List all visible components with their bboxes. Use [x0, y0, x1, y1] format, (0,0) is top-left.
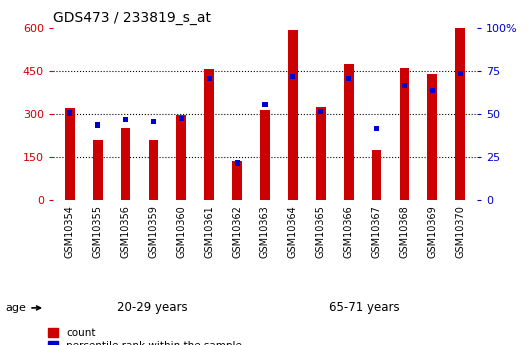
Legend: count, percentile rank within the sample: count, percentile rank within the sample [48, 328, 242, 345]
Text: GSM10366: GSM10366 [343, 205, 354, 258]
Bar [123, 117, 128, 122]
Bar [316, 107, 325, 200]
Bar [207, 76, 211, 81]
Text: GSM10364: GSM10364 [288, 205, 298, 258]
Bar [262, 102, 268, 107]
Bar [179, 116, 184, 121]
Text: GSM10354: GSM10354 [65, 205, 75, 258]
Bar [346, 76, 351, 81]
Bar [344, 63, 354, 200]
Bar [372, 150, 382, 200]
Bar [458, 71, 463, 76]
Bar [148, 140, 158, 200]
Text: GSM10367: GSM10367 [372, 205, 382, 258]
Bar [455, 28, 465, 200]
Text: age: age [5, 303, 26, 313]
Text: GSM10361: GSM10361 [204, 205, 214, 258]
Text: 65-71 years: 65-71 years [329, 302, 399, 314]
Text: GSM10365: GSM10365 [316, 205, 326, 258]
Bar [430, 88, 435, 93]
Bar [93, 140, 102, 200]
Text: GSM10368: GSM10368 [400, 205, 410, 258]
Bar [400, 68, 409, 200]
Bar [151, 119, 156, 124]
Text: GSM10356: GSM10356 [120, 205, 130, 258]
Bar [260, 110, 270, 200]
Bar [290, 74, 295, 79]
Bar [205, 69, 214, 200]
Bar [232, 161, 242, 200]
Bar [374, 126, 379, 131]
Text: GSM10362: GSM10362 [232, 205, 242, 258]
Text: GSM10363: GSM10363 [260, 205, 270, 258]
Bar [95, 122, 100, 128]
Text: GSM10369: GSM10369 [427, 205, 437, 258]
Bar [288, 30, 298, 200]
Text: 20-29 years: 20-29 years [117, 302, 187, 314]
Bar [65, 108, 75, 200]
Text: GSM10360: GSM10360 [176, 205, 187, 258]
Bar [319, 109, 323, 114]
Text: GDS473 / 233819_s_at: GDS473 / 233819_s_at [53, 11, 211, 25]
Bar [121, 128, 130, 200]
Bar [235, 160, 240, 166]
Text: GSM10370: GSM10370 [455, 205, 465, 258]
Bar [67, 110, 72, 116]
Bar [176, 115, 186, 200]
Text: GSM10359: GSM10359 [148, 205, 158, 258]
Text: GSM10355: GSM10355 [93, 205, 103, 258]
Bar [402, 83, 407, 88]
Bar [428, 73, 437, 200]
